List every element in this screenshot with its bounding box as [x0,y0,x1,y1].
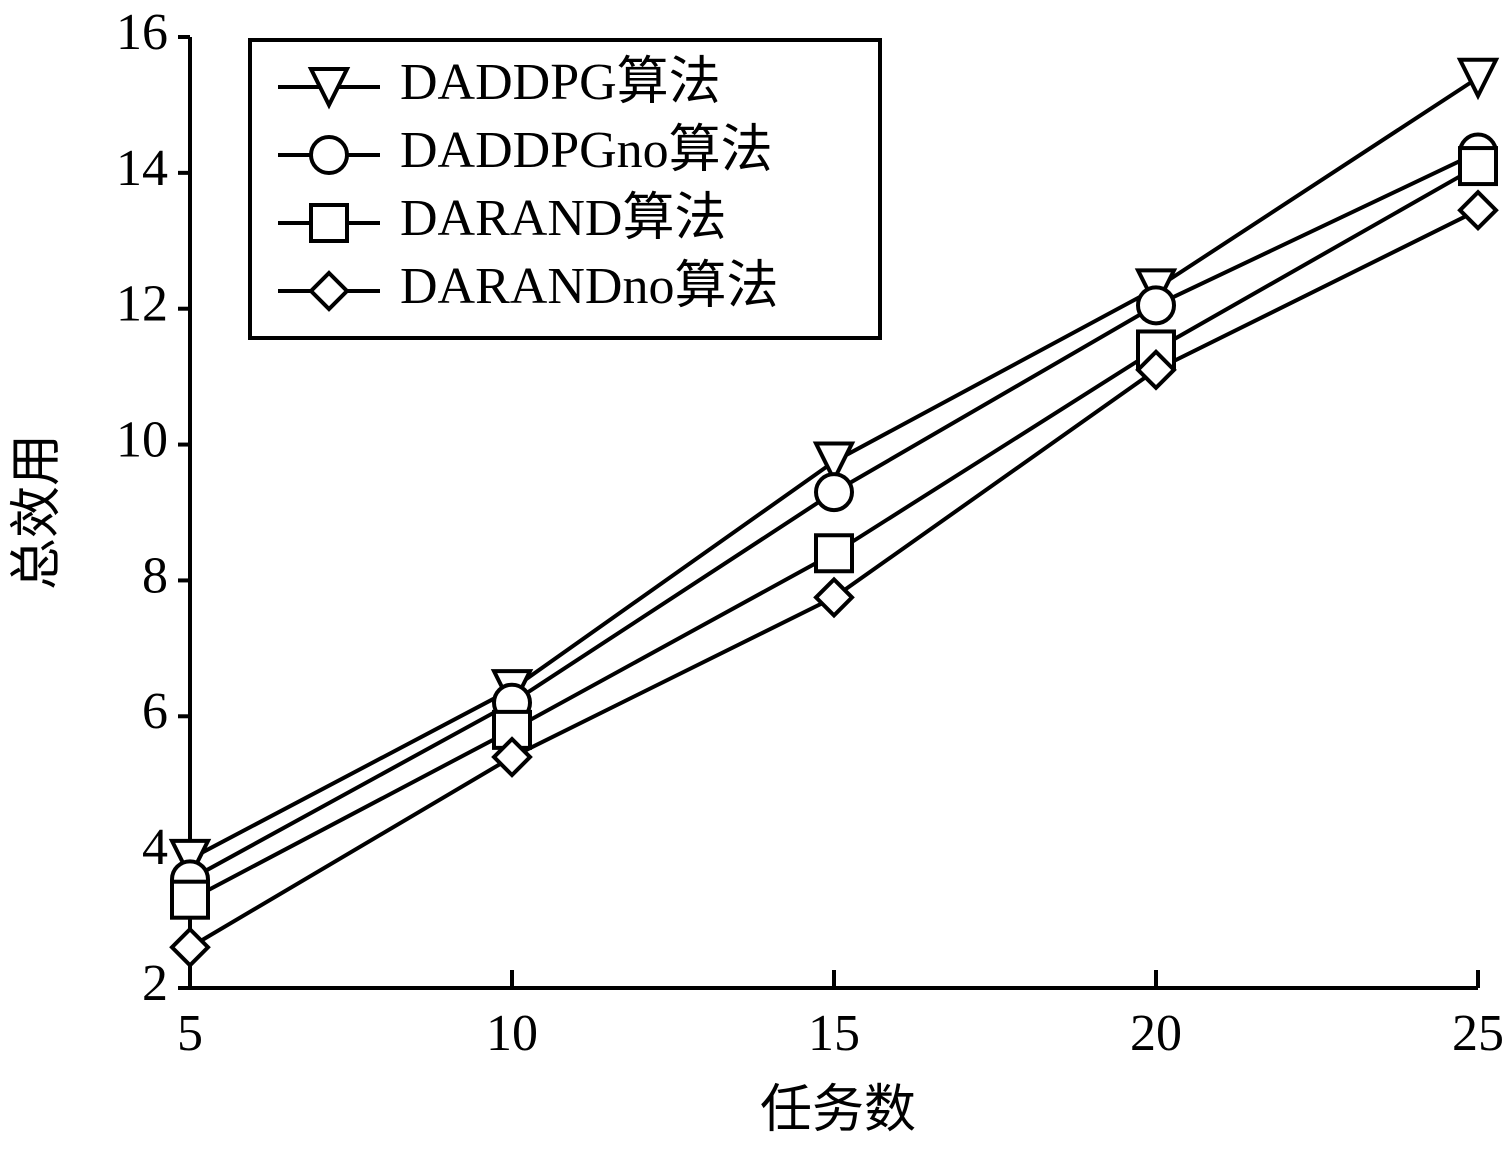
marker [1458,146,1498,187]
y-tick-label: 2 [142,955,168,1012]
marker [168,838,212,882]
y-tick-label: 6 [142,683,168,740]
x-tick-label: 25 [1452,1005,1504,1062]
legend-label: DADDPGno算法 [400,122,773,179]
legend-marker [309,135,349,175]
legend-label: DARANDno算法 [400,258,778,315]
marker [1456,57,1500,101]
marker [813,576,855,619]
y-tick-label: 14 [116,140,168,197]
x-tick-label: 20 [1130,1005,1182,1062]
y-tick-label: 8 [142,547,168,604]
legend-marker [309,203,349,243]
legend-marker [308,270,350,312]
marker [1135,349,1177,391]
x-tick-label: 15 [808,1005,860,1062]
legend-label: DADDPG算法 [400,54,721,111]
legend-label: DARAND算法 [400,190,726,247]
marker [1457,189,1499,232]
x-tick-label: 5 [177,1005,203,1062]
marker [169,926,211,969]
y-tick-label: 4 [142,819,168,876]
y-tick-label: 10 [116,412,168,469]
x-axis-label: 任务数 [760,1082,916,1139]
y-axis-label: 总效用 [9,434,66,590]
marker [812,441,856,485]
marker [814,472,854,513]
legend-marker [307,67,351,110]
marker [1136,285,1176,326]
marker [170,879,210,920]
legend-box [248,38,882,340]
x-tick-label: 10 [486,1005,538,1062]
y-tick-label: 16 [116,4,168,61]
y-tick-label: 12 [116,276,168,333]
marker [491,736,533,778]
marker [814,533,854,574]
